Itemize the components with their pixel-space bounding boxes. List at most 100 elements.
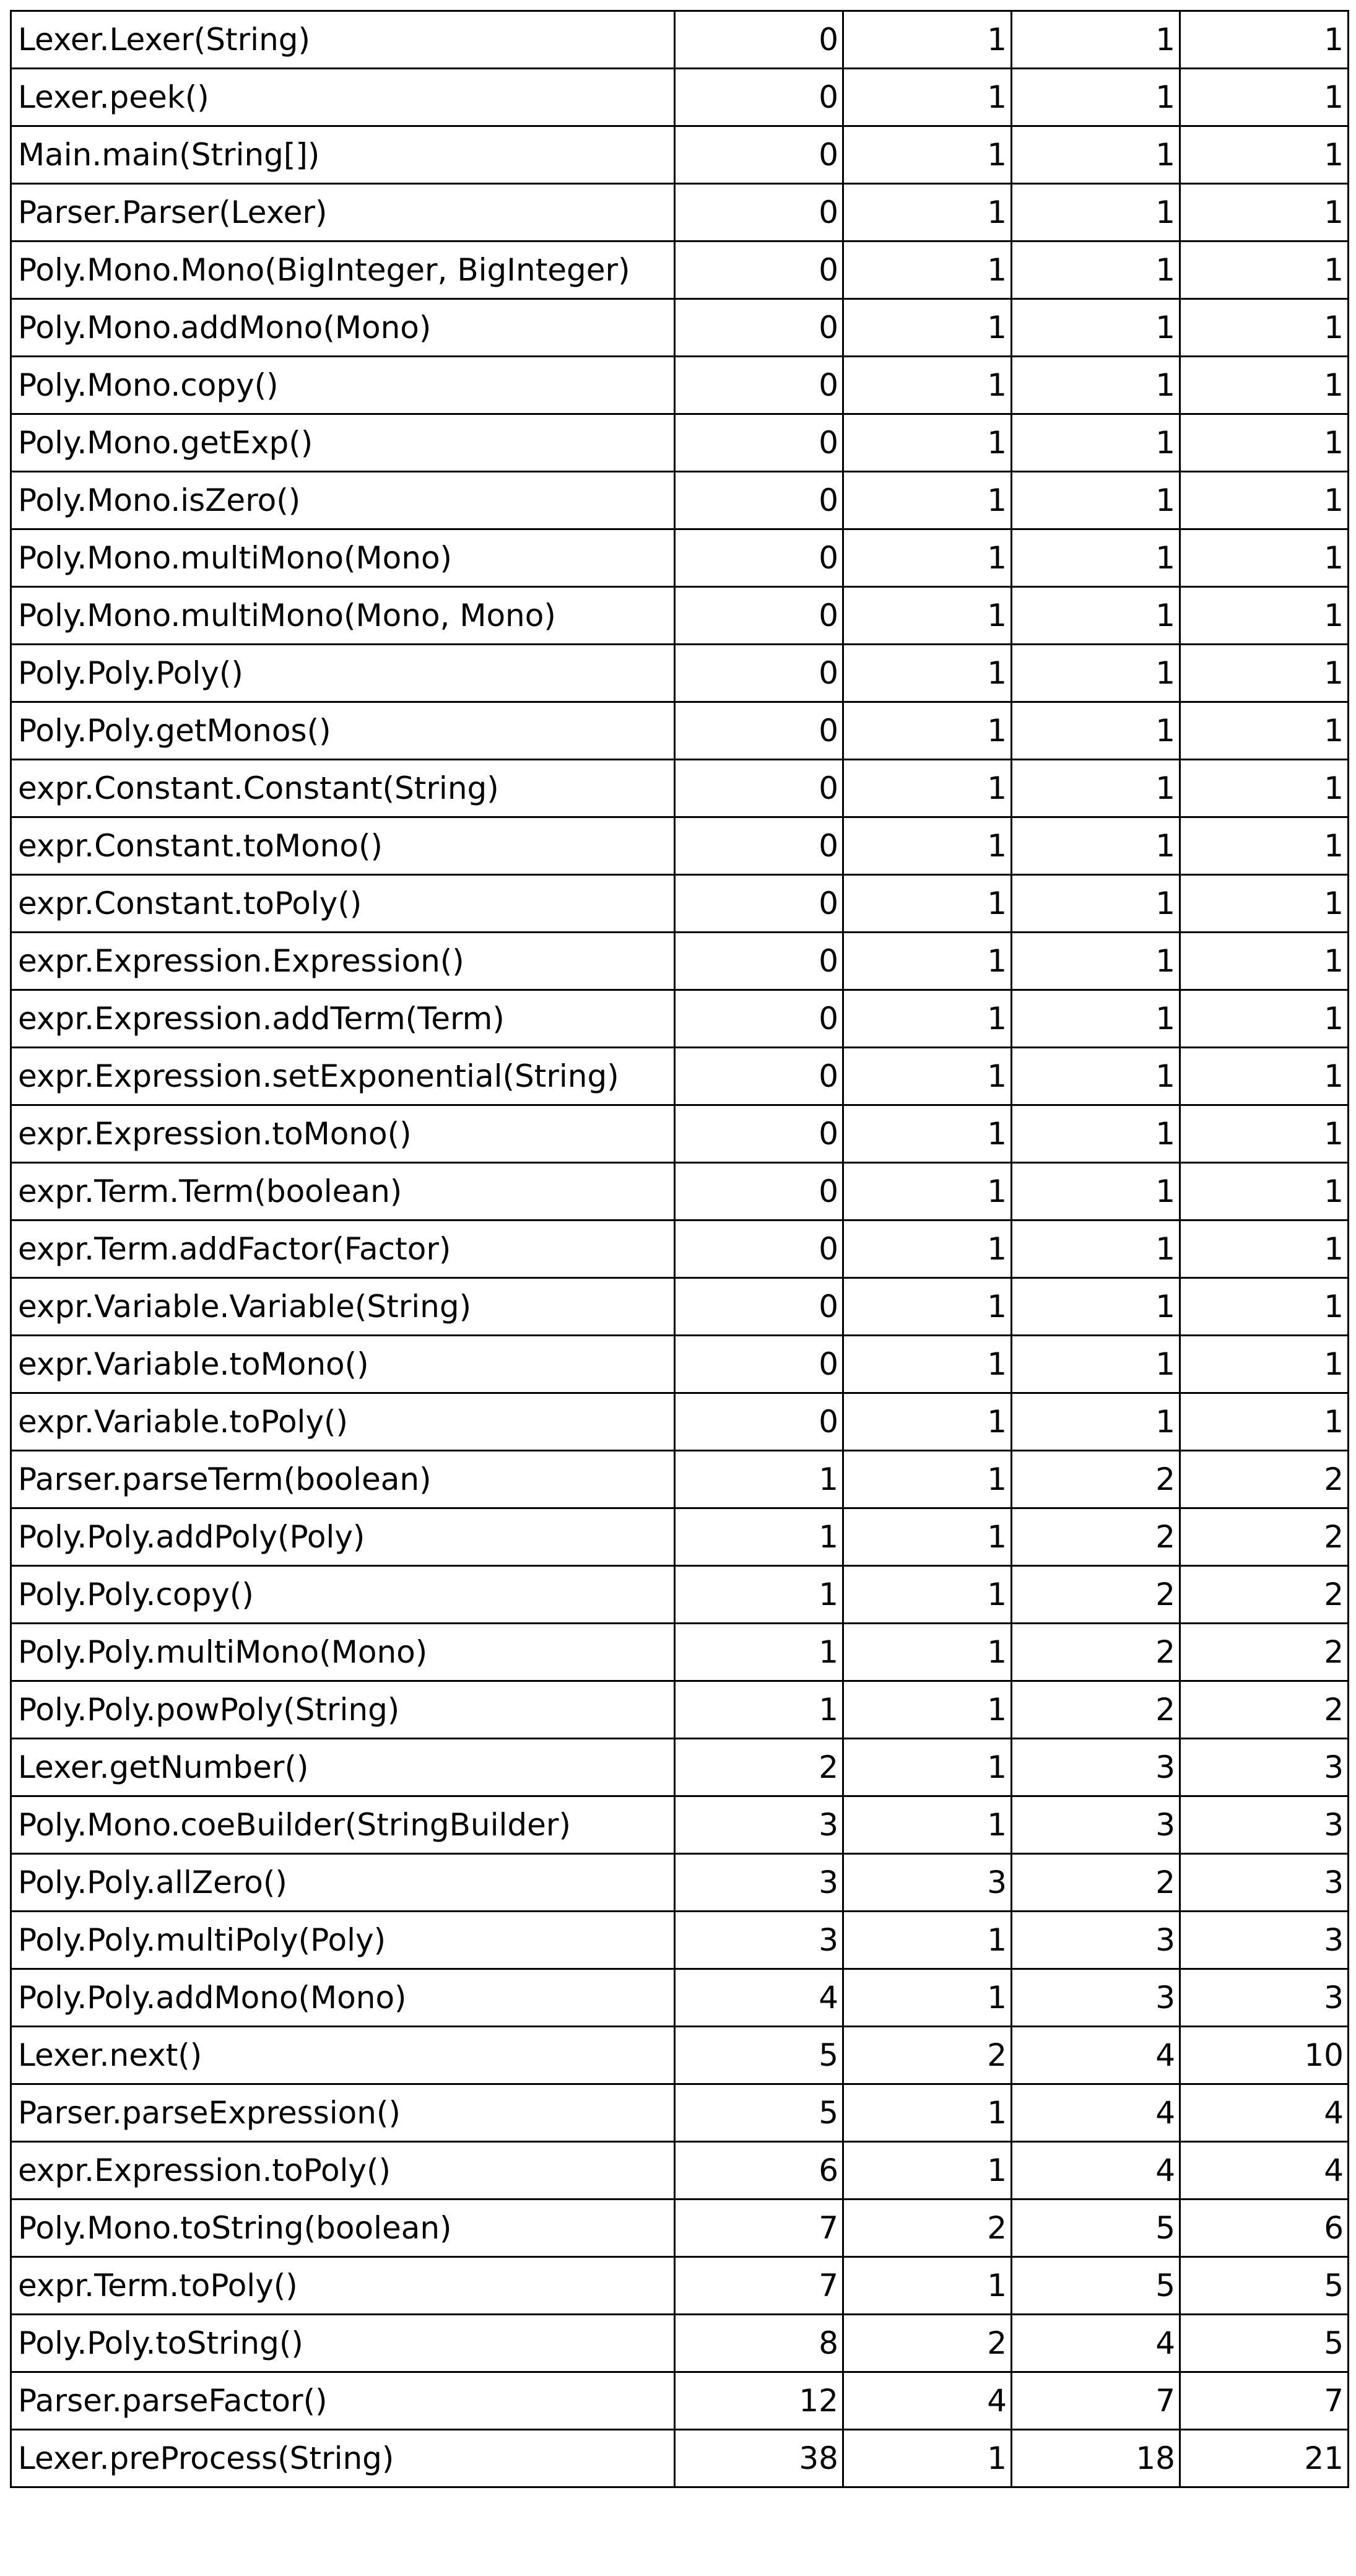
method-name-cell: expr.Expression.toMono() — [10, 1104, 676, 1164]
table-row: Poly.Poly.Poly() 0 1 1 1 — [10, 643, 1349, 703]
metric-3-cell: 1 — [1010, 931, 1181, 991]
metric-1-cell: 0 — [674, 1277, 844, 1336]
metric-2-cell: 1 — [842, 931, 1012, 991]
table-row: Parser.parseTerm(boolean) 1 1 2 2 — [10, 1450, 1349, 1509]
metric-4-cell: 2 — [1179, 1507, 1349, 1567]
metric-2-cell: 1 — [842, 1507, 1012, 1567]
metric-1-cell: 0 — [674, 643, 844, 703]
metric-1-cell: 0 — [674, 240, 844, 300]
metric-3-cell: 1 — [1010, 10, 1181, 69]
method-name-cell: expr.Term.toPoly() — [10, 2256, 676, 2315]
method-name-cell: Lexer.preProcess(String) — [10, 2429, 676, 2488]
table-row: expr.Expression.toMono() 0 1 1 1 — [10, 1104, 1349, 1164]
metric-2-cell: 1 — [842, 701, 1012, 760]
metric-3-cell: 3 — [1010, 1968, 1181, 2027]
metric-1-cell: 0 — [674, 183, 844, 242]
metric-4-cell: 1 — [1179, 1104, 1349, 1164]
table-row: Poly.Mono.toString(boolean) 7 2 5 6 — [10, 2198, 1349, 2258]
metric-1-cell: 0 — [674, 759, 844, 818]
metric-3-cell: 2 — [1010, 1565, 1181, 1624]
table-row: expr.Variable.toMono() 0 1 1 1 — [10, 1334, 1349, 1394]
metric-3-cell: 4 — [1010, 2141, 1181, 2200]
metric-4-cell: 1 — [1179, 471, 1349, 530]
metric-4-cell: 5 — [1179, 2256, 1349, 2315]
metric-1-cell: 1 — [674, 1565, 844, 1624]
metric-4-cell: 1 — [1179, 816, 1349, 876]
method-name-cell: Poly.Mono.copy() — [10, 355, 676, 415]
metric-4-cell: 2 — [1179, 1622, 1349, 1682]
method-name-cell: Poly.Mono.addMono(Mono) — [10, 298, 676, 357]
table-row: expr.Expression.setExponential(String) 0 1… — [10, 1046, 1349, 1106]
method-name-cell: Parser.parseFactor() — [10, 2371, 676, 2430]
metric-2-cell: 1 — [842, 1680, 1012, 1739]
metric-1-cell: 0 — [674, 67, 844, 127]
table-row: Lexer.Lexer(String) 0 1 1 1 — [10, 10, 1349, 69]
metric-4-cell: 1 — [1179, 1219, 1349, 1279]
metric-2-cell: 1 — [842, 1795, 1012, 1855]
metric-2-cell: 1 — [842, 355, 1012, 415]
method-name-cell: Parser.parseTerm(boolean) — [10, 1450, 676, 1509]
method-name-cell: Lexer.getNumber() — [10, 1738, 676, 1797]
method-name-cell: Poly.Mono.isZero() — [10, 471, 676, 530]
metric-1-cell: 0 — [674, 355, 844, 415]
table-row: Poly.Mono.Mono(BigInteger, BigInteger) 0 1… — [10, 240, 1349, 300]
method-name-cell: expr.Expression.toPoly() — [10, 2141, 676, 2200]
metric-4-cell: 3 — [1179, 1853, 1349, 1912]
table-row: Poly.Poly.toString() 8 2 4 5 — [10, 2313, 1349, 2373]
method-name-cell: Lexer.next() — [10, 2026, 676, 2085]
metric-1-cell: 1 — [674, 1680, 844, 1739]
metric-2-cell: 1 — [842, 2083, 1012, 2143]
metric-1-cell: 0 — [674, 528, 844, 588]
method-name-cell: expr.Variable.Variable(String) — [10, 1277, 676, 1336]
table-row: expr.Constant.toPoly() 0 1 1 1 — [10, 874, 1349, 933]
metric-1-cell: 12 — [674, 2371, 844, 2430]
metric-1-cell: 5 — [674, 2026, 844, 2085]
metric-2-cell: 1 — [842, 471, 1012, 530]
metric-3-cell: 4 — [1010, 2026, 1181, 2085]
metric-1-cell: 8 — [674, 2313, 844, 2373]
metric-2-cell: 1 — [842, 1334, 1012, 1394]
metric-1-cell: 38 — [674, 2429, 844, 2488]
metric-3-cell: 1 — [1010, 125, 1181, 185]
metric-2-cell: 1 — [842, 2256, 1012, 2315]
metric-2-cell: 1 — [842, 1968, 1012, 2027]
metric-4-cell: 1 — [1179, 298, 1349, 357]
metric-4-cell: 5 — [1179, 2313, 1349, 2373]
metric-4-cell: 1 — [1179, 1162, 1349, 1221]
table-row: Poly.Mono.addMono(Mono) 0 1 1 1 — [10, 298, 1349, 357]
metric-3-cell: 1 — [1010, 1277, 1181, 1336]
table-row: Poly.Poly.addPoly(Poly) 1 1 2 2 — [10, 1507, 1349, 1567]
table-row: Poly.Mono.isZero() 0 1 1 1 — [10, 471, 1349, 530]
method-name-cell: expr.Variable.toPoly() — [10, 1392, 676, 1451]
metric-4-cell: 1 — [1179, 701, 1349, 760]
metric-2-cell: 1 — [842, 1046, 1012, 1106]
metric-3-cell: 1 — [1010, 67, 1181, 127]
metric-3-cell: 1 — [1010, 989, 1181, 1048]
metric-4-cell: 1 — [1179, 931, 1349, 991]
table-row: expr.Term.addFactor(Factor) 0 1 1 1 — [10, 1219, 1349, 1279]
table-row: expr.Expression.addTerm(Term) 0 1 1 1 — [10, 989, 1349, 1048]
table-row: expr.Term.Term(boolean) 0 1 1 1 — [10, 1162, 1349, 1221]
metric-2-cell: 1 — [842, 1738, 1012, 1797]
metric-1-cell: 1 — [674, 1450, 844, 1509]
metric-4-cell: 7 — [1179, 2371, 1349, 2430]
table-row: expr.Variable.toPoly() 0 1 1 1 — [10, 1392, 1349, 1451]
metric-3-cell: 1 — [1010, 240, 1181, 300]
metric-4-cell: 1 — [1179, 1392, 1349, 1451]
metric-2-cell: 1 — [842, 643, 1012, 703]
metric-3-cell: 3 — [1010, 1910, 1181, 1970]
metric-4-cell: 1 — [1179, 1334, 1349, 1394]
metric-3-cell: 1 — [1010, 183, 1181, 242]
metric-2-cell: 1 — [842, 240, 1012, 300]
metric-2-cell: 1 — [842, 1565, 1012, 1624]
table-row: Poly.Poly.multiMono(Mono) 1 1 2 2 — [10, 1622, 1349, 1682]
metric-4-cell: 1 — [1179, 528, 1349, 588]
method-name-cell: Poly.Mono.multiMono(Mono, Mono) — [10, 586, 676, 645]
table-row: Lexer.next() 5 2 4 10 — [10, 2026, 1349, 2085]
metric-4-cell: 3 — [1179, 1910, 1349, 1970]
metric-2-cell: 1 — [842, 816, 1012, 876]
method-name-cell: Poly.Poly.copy() — [10, 1565, 676, 1624]
metric-2-cell: 1 — [842, 1622, 1012, 1682]
metric-4-cell: 10 — [1179, 2026, 1349, 2085]
metric-4-cell: 1 — [1179, 240, 1349, 300]
